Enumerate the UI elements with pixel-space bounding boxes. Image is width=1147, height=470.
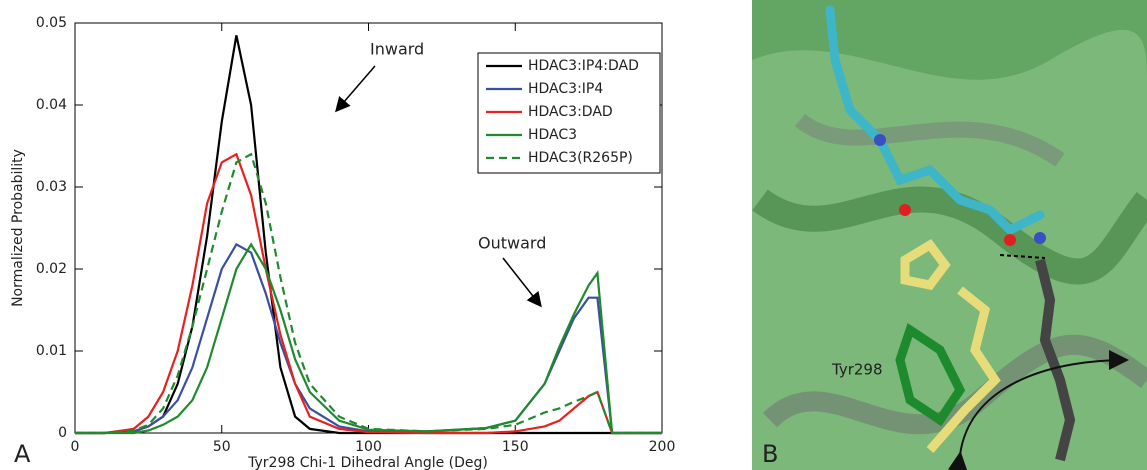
y-tick-label: 0.01 xyxy=(36,343,67,359)
x-tick-label: 0 xyxy=(71,439,80,455)
plot-area: 0 0.01 0.02 0.03 0.04 0.05 0 50 100 150 200 HDAC3:I… xyxy=(36,15,676,455)
panel-label: B xyxy=(762,440,778,468)
ribbon xyxy=(752,186,1147,285)
series-line xyxy=(75,152,662,435)
y-axis-label: Normalized Probability xyxy=(10,149,26,307)
series-line xyxy=(75,35,662,435)
series-line xyxy=(75,152,662,435)
y-tick-label: 0.04 xyxy=(36,97,67,113)
atom xyxy=(899,204,911,216)
atom xyxy=(1004,234,1016,246)
y-tick-label: 0 xyxy=(58,425,67,441)
y-tick-label: 0.02 xyxy=(36,261,67,277)
ribbon xyxy=(752,0,1147,90)
atom xyxy=(1034,232,1046,244)
arrow xyxy=(335,65,376,113)
panel-label: A xyxy=(14,440,31,468)
residue xyxy=(895,322,966,427)
x-tick-label: 150 xyxy=(502,439,529,455)
annotation: Inward xyxy=(370,40,424,59)
ribbon xyxy=(794,113,1065,167)
series-line xyxy=(75,242,662,435)
x-tick-label: 100 xyxy=(355,439,382,455)
series-line xyxy=(75,242,662,435)
ligand xyxy=(825,5,1045,236)
legend-label: HDAC3:IP4:DAD xyxy=(528,58,639,74)
y-tick-label: 0.03 xyxy=(36,179,67,195)
annotation: Outward xyxy=(478,234,546,253)
panel-b-image: Tyr298 B xyxy=(752,0,1147,470)
x-tick-label: 50 xyxy=(213,439,231,455)
legend-label: HDAC3(R265P) xyxy=(528,150,633,166)
legend-label: HDAC3:DAD xyxy=(528,104,613,120)
x-tick-label: 200 xyxy=(649,439,676,455)
y-tick-label: 0.05 xyxy=(36,15,67,31)
x-axis-label: Tyr298 Chi-1 Dihedral Angle (Deg) xyxy=(247,455,488,470)
rotation-arrow xyxy=(947,350,1129,470)
legend-label: HDAC3 xyxy=(528,127,577,143)
atom xyxy=(874,134,886,146)
arrow xyxy=(502,257,542,308)
legend-label: HDAC3:IP4 xyxy=(528,81,603,97)
residue-label: Tyr298 xyxy=(831,361,883,379)
h-bond xyxy=(999,254,1046,259)
